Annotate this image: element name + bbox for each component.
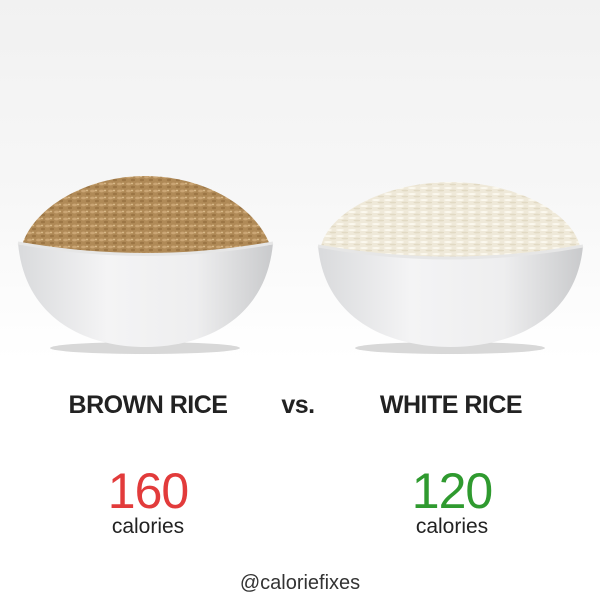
handle: @caloriefixes bbox=[240, 572, 360, 594]
left-calories: 160 bbox=[108, 463, 188, 519]
separator: vs. bbox=[281, 391, 314, 419]
right-calories: 120 bbox=[412, 463, 492, 519]
left-unit: calories bbox=[112, 515, 184, 538]
brown-rice-bowl bbox=[17, 176, 274, 354]
white-rice-bowl bbox=[317, 182, 584, 354]
left-label: BROWN RICE bbox=[69, 391, 228, 419]
text-area bbox=[0, 360, 600, 600]
right-label: WHITE RICE bbox=[380, 391, 522, 419]
right-unit: calories bbox=[416, 515, 488, 538]
